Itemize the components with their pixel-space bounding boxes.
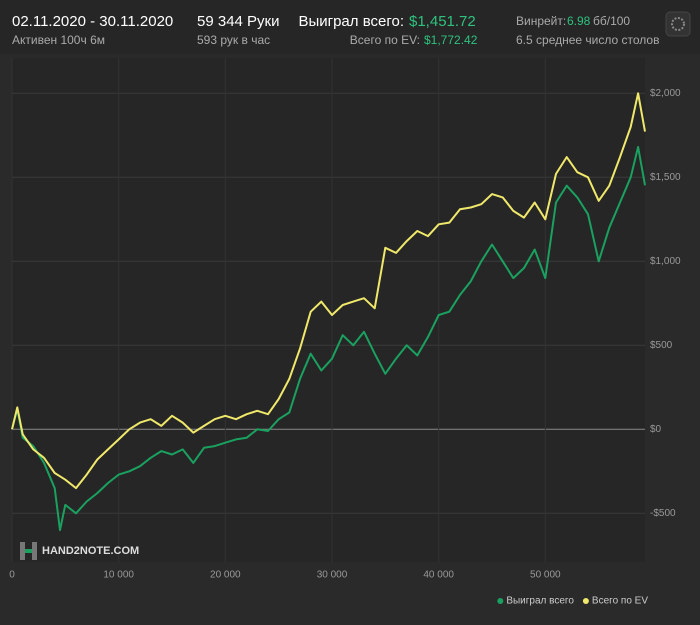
legend-swatch <box>497 598 504 604</box>
data-line <box>11 146 646 532</box>
hands-per-hour: 593 рук в час <box>197 33 270 47</box>
legend-label: Всего по EV <box>592 596 648 607</box>
x-tick-label: 50 000 <box>530 570 561 581</box>
won-label: Выиграл всего: <box>298 13 404 30</box>
watermark: HAND2NOTE.COM <box>42 545 139 557</box>
active-time: Активен 100ч 6м <box>12 33 105 47</box>
legend-swatch <box>582 598 589 604</box>
y-tick-label: $500 <box>650 340 673 351</box>
x-tick-label: 20 000 <box>210 570 241 581</box>
legend-label: Выиграл всего <box>506 596 574 607</box>
logo-icon <box>25 549 32 553</box>
date-range: 02.11.2020 - 30.11.2020 <box>12 13 173 30</box>
tables: 6.5 среднее число столов <box>516 33 659 47</box>
header-bar <box>0 0 700 54</box>
y-tick-label: $0 <box>650 424 662 435</box>
y-tick-label: $1,500 <box>650 172 681 183</box>
winrate-value: 6.98 <box>567 14 591 28</box>
hands: 59 344 Руки <box>197 13 280 30</box>
plot: -$500 $0 $500 $1,000 $1,500 $2,000 0 10 000 20 0… <box>9 58 681 581</box>
settings-icon[interactable] <box>671 17 685 31</box>
winrate-unit: бб/100 <box>593 14 630 28</box>
won-value: $1,451.72 <box>409 13 476 30</box>
y-tick-label: $1,000 <box>650 256 681 267</box>
x-tick-label: 40 000 <box>423 570 454 581</box>
x-tick-label: 30 000 <box>317 570 348 581</box>
ev-value: $1,772.42 <box>424 33 478 47</box>
logo-icon <box>32 542 37 560</box>
y-tick-label: -$500 <box>650 508 676 519</box>
x-tick-label: 10 000 <box>103 570 134 581</box>
x-tick-label: 0 <box>9 570 15 581</box>
winrate-label: Винрейт: <box>516 14 566 28</box>
y-tick-label: $2,000 <box>650 88 681 99</box>
ev-label: Всего по EV: <box>350 33 420 47</box>
logo-icon <box>20 542 25 560</box>
settings-button[interactable] <box>665 11 691 37</box>
data-line <box>11 92 646 490</box>
